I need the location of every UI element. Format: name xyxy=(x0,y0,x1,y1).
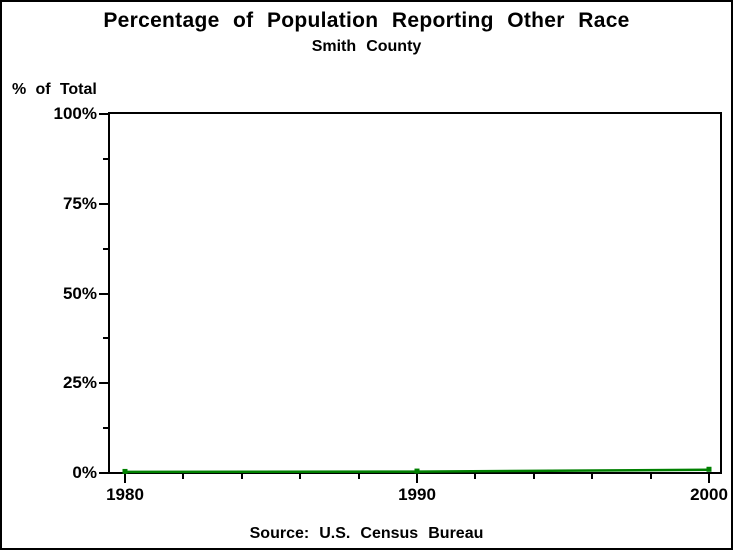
x-minor-tick xyxy=(649,473,652,479)
x-minor-tick xyxy=(357,473,360,479)
y-tick xyxy=(99,202,110,205)
source-note: Source: U.S. Census Bureau xyxy=(249,525,484,542)
y-tick xyxy=(99,382,110,385)
y-tick xyxy=(99,113,110,115)
chart-title: Percentage of Population Reporting Other… xyxy=(103,9,630,32)
x-minor-tick xyxy=(240,473,243,479)
x-minor-tick xyxy=(299,473,302,479)
y-tick-label: 25% xyxy=(62,373,97,393)
y-tick-label: 100% xyxy=(53,104,97,123)
x-tick-label: 1980 xyxy=(106,485,144,504)
y-minor-tick xyxy=(103,247,110,250)
x-minor-tick xyxy=(532,473,535,479)
y-tick-label: 0% xyxy=(72,463,97,482)
x-minor-tick xyxy=(591,473,594,479)
y-axis-title: % of Total xyxy=(12,81,97,98)
y-minor-tick xyxy=(103,157,110,160)
plot-frame xyxy=(108,112,722,474)
y-tick xyxy=(99,292,110,295)
y-tick-label: 75% xyxy=(62,193,97,213)
chart-subtitle: Smith County xyxy=(311,38,422,55)
y-minor-tick xyxy=(103,337,110,340)
y-tick xyxy=(99,472,110,474)
x-tick xyxy=(416,473,418,483)
x-tick-label: 2000 xyxy=(690,485,728,504)
x-minor-tick xyxy=(474,473,477,479)
y-tick-label: 50% xyxy=(62,283,97,303)
x-tick xyxy=(708,473,710,483)
x-tick-label: 1990 xyxy=(398,485,436,504)
x-minor-tick xyxy=(182,473,185,479)
x-tick xyxy=(124,473,126,483)
y-minor-tick xyxy=(103,427,110,430)
